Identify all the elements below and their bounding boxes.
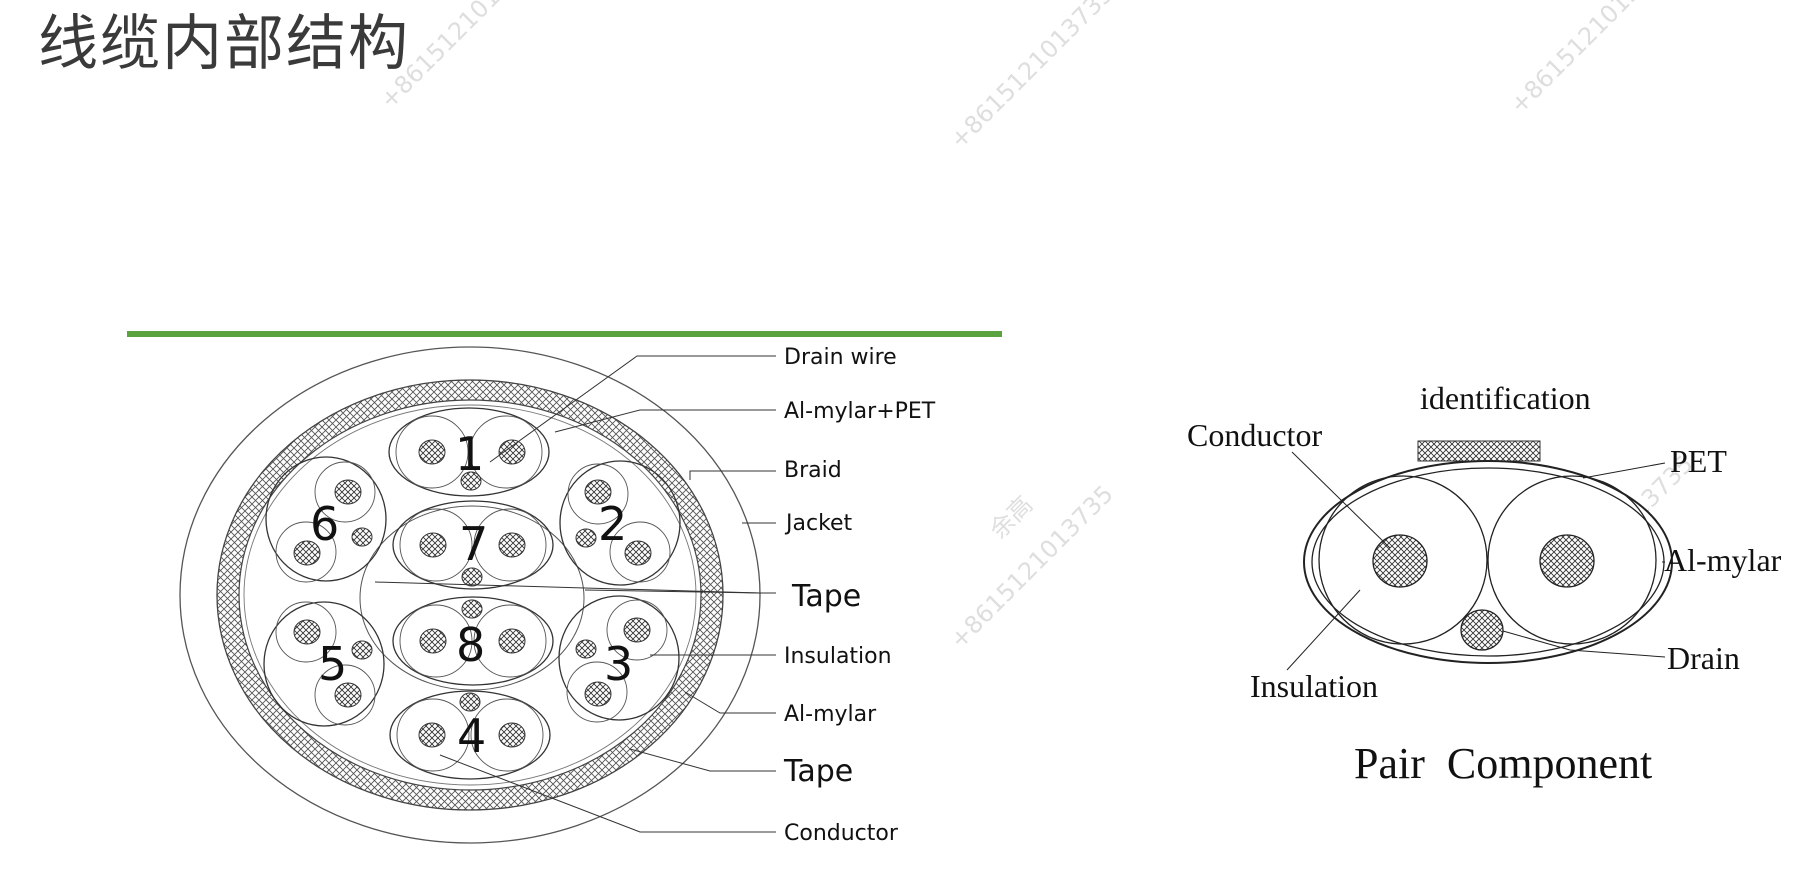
pair-number-5: 5	[318, 637, 347, 691]
watermark-text: 余高	[984, 491, 1038, 545]
pair-1-shield	[388, 407, 550, 497]
pair-number-4: 4	[457, 709, 486, 763]
pair-number-3: 3	[604, 637, 633, 691]
label-conductor: Conductor	[784, 821, 899, 846]
pair-component-title: Pair Component	[1354, 739, 1652, 788]
pair-6-shield	[265, 456, 387, 582]
pair-number-7: 7	[459, 517, 488, 571]
label-pet: PET	[1670, 443, 1727, 479]
conductor-left	[1372, 534, 1428, 588]
pair-component-diagram: identification Conductor PET Al-mylar Dr…	[1187, 380, 1782, 788]
pair-4-shield	[389, 690, 551, 780]
label-identification: identification	[1420, 380, 1591, 416]
identification-stripe	[1417, 440, 1541, 462]
pair-number-6: 6	[310, 497, 339, 551]
label-drain: Drain	[1667, 640, 1740, 676]
watermark-text: +86151210137	[1504, 0, 1657, 119]
pair-5-shield	[263, 601, 385, 727]
label-insulation: Insulation	[784, 644, 892, 669]
insulation-right	[1487, 475, 1657, 645]
conductors	[293, 439, 652, 748]
label-insulation: Insulation	[1250, 668, 1378, 704]
pair-number-2: 2	[598, 497, 627, 551]
pair-number-8: 8	[456, 618, 485, 672]
label-conductor: Conductor	[1187, 417, 1322, 453]
label-tape-outer: Tape	[783, 754, 853, 789]
pair-8-shield	[392, 596, 554, 686]
insulation-left	[1318, 475, 1488, 645]
label-al-mylar: Al-mylar	[784, 702, 877, 727]
pair-3-shield	[558, 595, 680, 721]
drain-wire	[1460, 609, 1504, 651]
central-tape	[359, 505, 585, 691]
al-mylar-ring	[243, 404, 697, 786]
label-al-mylar-pet: Al-mylar+PET	[784, 399, 936, 424]
label-braid: Braid	[784, 458, 842, 483]
page-title: 线缆内部结构	[38, 9, 410, 79]
accent-line	[127, 331, 1002, 337]
cable-cross-section: 1 2 3 4 5 6 7 8 Drain wire Al-mylar+PET	[179, 345, 936, 846]
label-jacket: Jacket	[784, 511, 853, 536]
drain-wires	[351, 471, 597, 712]
pair-number-1: 1	[455, 427, 484, 481]
watermark-text: +86151210137	[374, 0, 527, 114]
label-al-mylar: Al-mylar	[1664, 542, 1782, 578]
watermark-text: +8615121013735	[944, 0, 1118, 154]
pair-7-shield	[392, 500, 554, 590]
label-tape-inner: Tape	[791, 579, 861, 614]
pair-2-shield	[559, 460, 681, 586]
label-drain-wire: Drain wire	[784, 345, 897, 370]
conductor-right	[1539, 534, 1595, 588]
